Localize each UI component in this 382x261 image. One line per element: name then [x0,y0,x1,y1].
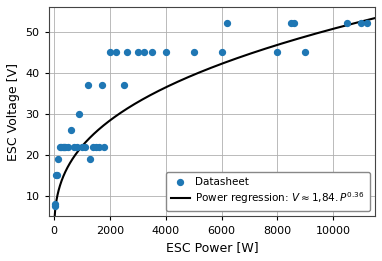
X-axis label: ESC Power [W]: ESC Power [W] [165,241,258,254]
Datasheet [121,83,127,87]
Datasheet [82,145,88,149]
Datasheet [58,145,64,149]
Datasheet [219,50,225,54]
Datasheet [54,173,60,177]
Datasheet [302,50,308,54]
Datasheet [62,145,68,149]
Datasheet [71,145,77,149]
Datasheet [274,50,280,54]
Datasheet [163,50,169,54]
Power regression: $V \approx 1,\!84{.}P^{0.36}$: (1.17e+04, 53.6): $V \approx 1,\!84{.}P^{0.36}$: (1.17e+04… [378,15,382,18]
Power regression: $V \approx 1,\!84{.}P^{0.36}$: (5.38e+03, 40.5): $V \approx 1,\!84{.}P^{0.36}$: (5.38e+03… [202,69,207,72]
Datasheet [52,204,58,208]
Datasheet [87,157,94,161]
Datasheet [76,112,83,116]
Datasheet [149,50,155,54]
Datasheet [85,83,91,87]
Legend: Datasheet, Power regression: $V \approx 1,\!84{.}P^{0.36}$: Datasheet, Power regression: $V \approx … [166,172,370,211]
Datasheet [135,50,141,54]
Power regression: $V \approx 1,\!84{.}P^{0.36}$: (5.69e+03, 41.4): $V \approx 1,\!84{.}P^{0.36}$: (5.69e+03… [210,66,215,69]
Power regression: $V \approx 1,\!84{.}P^{0.36}$: (1.14e+04, 53): $V \approx 1,\!84{.}P^{0.36}$: (1.14e+04… [369,17,373,21]
Datasheet [107,50,113,54]
Datasheet [364,21,370,26]
Datasheet [90,145,96,149]
Datasheet [53,173,59,177]
Datasheet [65,145,71,149]
Datasheet [57,145,63,149]
Datasheet [224,21,230,26]
Datasheet [99,83,105,87]
Datasheet [124,50,130,54]
Datasheet [101,145,107,149]
Datasheet [344,21,350,26]
Y-axis label: ESC Voltage [V]: ESC Voltage [V] [7,63,20,161]
Power regression: $V \approx 1,\!84{.}P^{0.36}$: (1.14e+04, 53.1): $V \approx 1,\!84{.}P^{0.36}$: (1.14e+04… [369,17,374,21]
Datasheet [113,50,119,54]
Datasheet [358,21,364,26]
Power regression: $V \approx 1,\!84{.}P^{0.36}$: (1, 1.84): $V \approx 1,\!84{.}P^{0.36}$: (1, 1.84) [52,228,57,231]
Power regression: $V \approx 1,\!84{.}P^{0.36}$: (598, 18.4): $V \approx 1,\!84{.}P^{0.36}$: (598, 18.… [69,160,73,163]
Datasheet [288,21,295,26]
Datasheet [52,202,58,206]
Datasheet [68,128,74,132]
Datasheet [55,157,62,161]
Datasheet [73,145,79,149]
Datasheet [191,50,197,54]
Power regression: $V \approx 1,\!84{.}P^{0.36}$: (9.21e+03, 49.2): $V \approx 1,\!84{.}P^{0.36}$: (9.21e+03… [309,33,314,37]
Datasheet [93,145,99,149]
Datasheet [291,21,297,26]
Datasheet [60,145,66,149]
Datasheet [96,145,102,149]
Datasheet [141,50,147,54]
Datasheet [79,145,85,149]
Datasheet [61,145,67,149]
Line: Power regression: $V \approx 1,\!84{.}P^{0.36}$: Power regression: $V \approx 1,\!84{.}P^… [54,17,380,229]
